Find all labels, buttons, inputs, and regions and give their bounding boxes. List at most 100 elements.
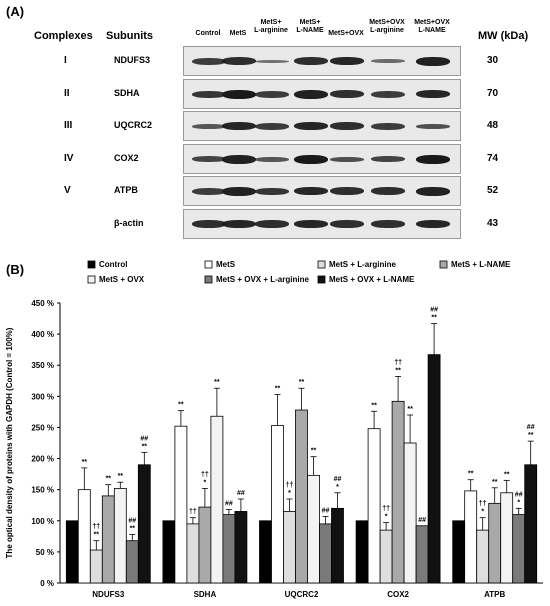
bar (403, 442, 417, 584)
y-tick-label: 0 % (40, 579, 54, 588)
significance-mark: †† (479, 501, 487, 508)
bar (391, 400, 405, 584)
mw-value: 43 (487, 218, 499, 229)
legend-label: Control (99, 260, 127, 269)
blot-band (371, 59, 405, 63)
mw-value: 48 (487, 120, 499, 131)
blot-band (222, 122, 256, 130)
bar (464, 490, 478, 584)
x-tick-label: ATPB (484, 590, 505, 599)
y-axis-label: The optical density of proteins with GAP… (5, 327, 14, 558)
subunit-label: NDUFS3 (114, 55, 151, 65)
significance-mark: ** (311, 448, 317, 455)
bar (77, 489, 91, 584)
significance-mark: ## (515, 491, 523, 498)
blot-band (330, 157, 364, 162)
y-tick-label: 250 % (31, 423, 54, 432)
blot-band (371, 187, 405, 195)
blot-band (371, 156, 405, 162)
significance-mark: ** (94, 532, 100, 539)
blot-band (371, 123, 405, 130)
panel-a-label: (A) (6, 4, 25, 19)
legend-label: MetS + OVX (99, 275, 145, 284)
significance-mark: ## (128, 517, 136, 524)
bar (283, 511, 296, 584)
bar (512, 514, 526, 584)
header-subunits: Subunits (106, 30, 154, 42)
legend-swatch (317, 275, 326, 284)
blot-band (416, 57, 450, 66)
significance-mark: ## (225, 501, 233, 508)
mw-value: 52 (487, 185, 499, 196)
blot-band (192, 58, 226, 65)
significance-mark: ** (504, 471, 510, 478)
bar (379, 529, 393, 584)
significance-mark: ** (106, 476, 112, 483)
significance-mark: ## (237, 490, 245, 497)
blot-band (192, 91, 226, 98)
blot-strip (183, 79, 461, 109)
significance-mark: †† (92, 524, 100, 531)
significance-mark: ** (407, 406, 413, 413)
blot-strip (183, 209, 461, 239)
significance-mark: ** (118, 473, 124, 480)
bar (307, 474, 320, 584)
lane-label: Control (195, 30, 221, 37)
significance-mark: ## (430, 307, 438, 314)
blot-band (294, 187, 328, 195)
y-tick-label: 350 % (31, 361, 54, 370)
blot-band (255, 157, 289, 162)
significance-mark: ## (140, 435, 148, 442)
blot-band (255, 220, 289, 228)
significance-mark: ** (275, 385, 281, 392)
lane-label: MetS+ L-NAME (296, 19, 324, 34)
significance-mark: ** (528, 432, 534, 439)
significance-mark: ** (395, 367, 401, 374)
complex-label: II (64, 88, 70, 99)
significance-mark: ** (214, 379, 220, 386)
blot-band (255, 123, 289, 130)
bar (101, 495, 115, 584)
lane-label: MetS+OVX L-arginine (369, 19, 405, 34)
blot-band (330, 122, 364, 130)
significance-mark: ** (299, 379, 305, 386)
blot-band (416, 187, 450, 196)
legend-swatch (317, 260, 326, 269)
y-tick-label: 150 % (31, 486, 54, 495)
significance-mark: ** (492, 479, 498, 486)
blot-band (222, 90, 256, 99)
blot-band (416, 90, 450, 98)
bar (331, 507, 344, 584)
bar (524, 464, 538, 584)
blot-band (371, 91, 405, 98)
complex-label: IV (64, 153, 74, 164)
bar (271, 425, 284, 584)
blot-strip (183, 144, 461, 174)
legend-label: MetS (216, 260, 236, 269)
significance-mark: * (336, 484, 339, 491)
blot-band (416, 155, 450, 164)
subunit-label: SDHA (114, 88, 140, 98)
bar (162, 520, 176, 584)
mw-value: 70 (487, 88, 499, 99)
significance-mark: †† (286, 482, 294, 489)
blot-strip (183, 111, 461, 141)
lane-label: MetS+ L-arginine (254, 19, 288, 34)
x-tick-label: SDHA (194, 590, 217, 599)
y-tick-label: 200 % (31, 455, 54, 464)
significance-mark: ## (322, 507, 330, 514)
significance-mark: †† (189, 509, 197, 516)
blot-band (294, 122, 328, 130)
complex-label: I (64, 55, 67, 66)
blot-band (192, 124, 226, 129)
blot-band (255, 91, 289, 98)
bar (210, 415, 224, 584)
blot-band (294, 90, 328, 99)
significance-mark: †† (201, 471, 209, 478)
bar (319, 523, 332, 584)
bar (427, 354, 441, 584)
legend-label: MetS + L-NAME (451, 260, 511, 269)
blot-strip (183, 176, 461, 206)
blot-band (294, 57, 328, 65)
x-tick-label: COX2 (387, 590, 409, 599)
